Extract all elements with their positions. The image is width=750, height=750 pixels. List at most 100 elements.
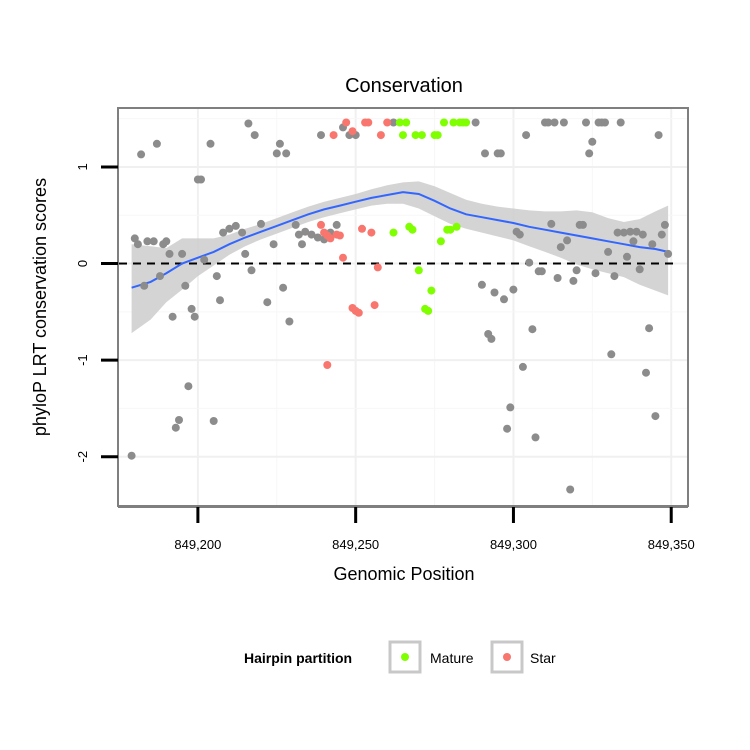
data-point-other xyxy=(389,118,398,127)
data-point-other xyxy=(200,255,209,264)
data-point-other xyxy=(137,150,146,159)
data-point-other xyxy=(181,281,190,290)
data-point-mature xyxy=(414,266,423,275)
data-point-star xyxy=(370,301,379,310)
x-tick-label: 849,350 xyxy=(648,537,695,552)
data-point-star xyxy=(348,127,357,136)
data-point-other xyxy=(582,118,590,127)
data-point-star xyxy=(364,118,373,127)
data-point-other xyxy=(500,295,508,304)
data-point-other xyxy=(607,350,616,359)
legend-title: Hairpin partition xyxy=(244,650,352,666)
legend-label-star: Star xyxy=(530,650,556,666)
data-point-other xyxy=(275,139,284,148)
data-point-other xyxy=(645,324,654,333)
data-point-mature xyxy=(389,228,398,237)
data-point-other xyxy=(263,298,272,307)
data-point-other xyxy=(477,280,486,289)
data-point-other xyxy=(171,423,180,432)
data-point-other xyxy=(572,266,581,275)
data-point-star xyxy=(323,361,332,369)
data-point-other xyxy=(648,240,657,249)
data-point-other xyxy=(544,118,553,127)
data-point-other xyxy=(503,424,512,433)
data-point-other xyxy=(178,249,187,258)
data-point-other xyxy=(238,228,247,237)
data-point-other xyxy=(601,118,609,127)
data-point-star xyxy=(367,228,376,237)
data-point-other xyxy=(212,272,221,281)
data-point-mature xyxy=(395,118,404,127)
data-point-other xyxy=(279,283,288,292)
plot-panel xyxy=(117,107,689,507)
data-point-other xyxy=(651,412,660,421)
data-point-other xyxy=(175,416,183,424)
data-point-other xyxy=(632,227,641,236)
data-point-other xyxy=(143,237,152,246)
data-point-other xyxy=(197,175,205,184)
data-point-other xyxy=(604,247,613,256)
data-point-other xyxy=(140,281,149,290)
y-tick-label: -2 xyxy=(75,451,90,463)
data-point-other xyxy=(591,269,600,278)
data-point-other xyxy=(216,296,224,305)
data-point-other xyxy=(642,368,650,377)
confidence-band xyxy=(131,181,669,334)
data-point-other xyxy=(313,233,322,242)
data-point-other xyxy=(184,382,193,391)
data-point-mature xyxy=(449,118,458,127)
data-point-other xyxy=(332,220,341,229)
confidence-band-area xyxy=(131,181,669,334)
data-point-other xyxy=(531,433,540,442)
data-point-other xyxy=(664,249,673,258)
data-points xyxy=(127,118,673,494)
data-point-mature xyxy=(427,286,436,295)
data-point-other xyxy=(133,240,142,249)
data-point-other xyxy=(209,417,218,425)
legend: Hairpin partition Mature Star xyxy=(244,640,556,674)
data-point-other xyxy=(165,249,174,258)
data-point-other xyxy=(187,304,196,313)
data-point-other xyxy=(162,237,171,246)
data-point-star xyxy=(339,253,347,262)
data-point-other xyxy=(563,236,572,245)
data-point-other xyxy=(635,265,644,274)
data-point-other xyxy=(528,325,537,334)
x-axis-label: Genomic Position xyxy=(333,564,474,584)
legend-dot-mature xyxy=(401,653,409,661)
y-axis-label: phyloP LRT conservation scores xyxy=(30,178,50,436)
data-point-mature xyxy=(446,225,455,234)
data-point-other xyxy=(657,230,666,239)
data-point-other xyxy=(654,131,663,140)
x-tick-label: 849,200 xyxy=(174,537,221,552)
data-point-other xyxy=(525,258,534,267)
data-point-other xyxy=(629,237,638,246)
data-point-star xyxy=(376,131,385,140)
data-point-other xyxy=(285,317,294,326)
data-point-other xyxy=(127,451,136,460)
data-point-other xyxy=(219,228,228,237)
data-point-star xyxy=(354,308,363,317)
data-point-other xyxy=(613,228,622,237)
data-point-other xyxy=(515,230,524,239)
data-point-other xyxy=(291,220,300,229)
y-tick-label: 1 xyxy=(75,163,90,170)
data-point-star xyxy=(383,118,392,127)
data-point-other xyxy=(241,249,250,258)
data-point-mature xyxy=(433,131,442,140)
data-point-other xyxy=(623,252,631,261)
data-point-other xyxy=(522,131,531,140)
data-point-mature xyxy=(462,118,471,127)
data-point-other xyxy=(585,149,594,158)
data-point-other xyxy=(272,149,281,158)
data-point-other xyxy=(307,230,316,239)
legend-label-mature: Mature xyxy=(430,650,474,666)
smooth-trend-line xyxy=(131,191,669,289)
data-point-star xyxy=(342,118,351,127)
data-point-other xyxy=(231,221,240,230)
data-point-other xyxy=(509,285,518,294)
data-point-other xyxy=(506,403,515,412)
data-point-other xyxy=(569,276,578,285)
data-point-other xyxy=(149,237,158,246)
data-point-other xyxy=(616,118,625,127)
